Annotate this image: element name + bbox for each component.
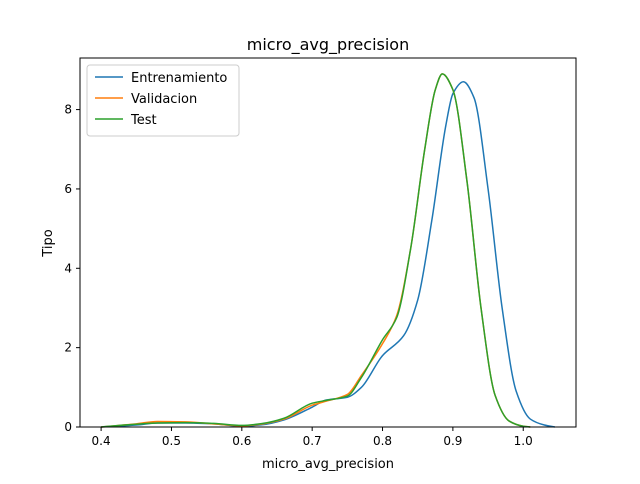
x-tick-label: 0.6 bbox=[232, 434, 251, 448]
legend-label: Validacion bbox=[131, 92, 197, 107]
axes-layer: 0.4 0.5 0.6 0.7 0.8 0.9 1.0 0 2 4 6 8 bbox=[64, 57, 577, 448]
x-tick-label: 0.5 bbox=[162, 434, 181, 448]
legend-box bbox=[86, 64, 240, 137]
plot-frame bbox=[79, 57, 577, 428]
x-tick-label: 1.0 bbox=[514, 434, 533, 448]
series-line-test bbox=[101, 73, 531, 428]
y-tick-label: 0 bbox=[64, 420, 72, 434]
legend: Entrenamiento Validacion Test bbox=[86, 64, 240, 137]
x-tick-label: 0.8 bbox=[373, 434, 392, 448]
x-tick-label: 0.7 bbox=[303, 434, 322, 448]
x-tick-label: 0.9 bbox=[443, 434, 462, 448]
legend-label: Entrenamiento bbox=[131, 71, 227, 86]
x-tick-label: 0.4 bbox=[92, 434, 111, 448]
legend-label: Test bbox=[130, 113, 157, 128]
chart-title: micro_avg_precision bbox=[247, 35, 409, 55]
y-tick-label: 6 bbox=[64, 182, 72, 196]
x-axis-label: micro_avg_precision bbox=[262, 457, 394, 472]
series-layer bbox=[101, 73, 556, 428]
y-tick-label: 8 bbox=[64, 103, 72, 117]
y-tick-label: 4 bbox=[64, 261, 72, 275]
y-tick-label: 2 bbox=[64, 341, 72, 355]
y-axis-label: Tipo bbox=[41, 229, 56, 257]
